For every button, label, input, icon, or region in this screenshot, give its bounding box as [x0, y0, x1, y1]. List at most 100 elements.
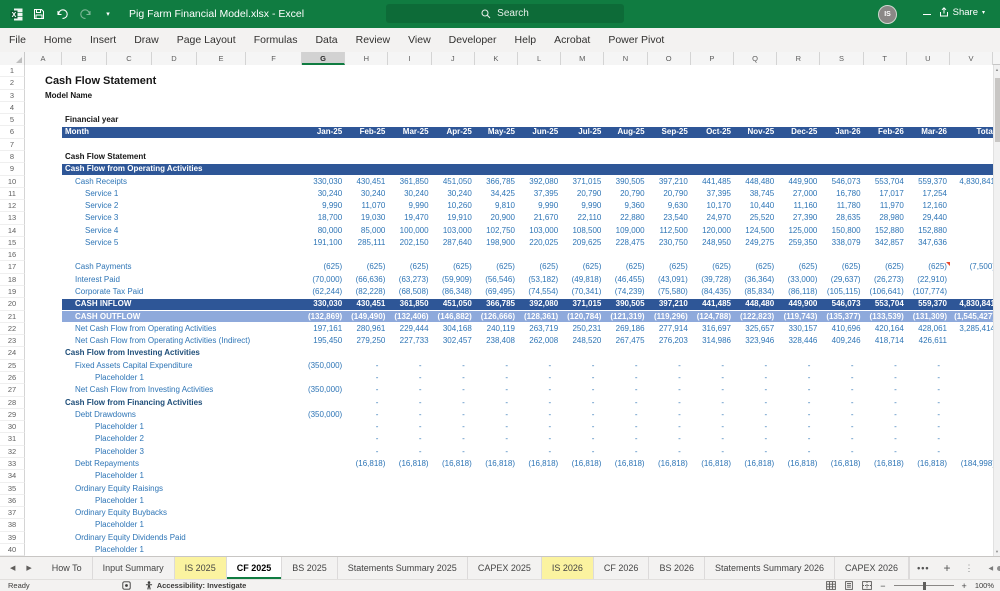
- cell[interactable]: -: [604, 433, 647, 445]
- cell[interactable]: 30,240: [302, 188, 345, 200]
- cell[interactable]: 28,980: [864, 212, 907, 224]
- cell[interactable]: 280,961: [345, 323, 388, 335]
- cell[interactable]: 34,425: [475, 188, 518, 200]
- cell[interactable]: (625): [475, 261, 518, 273]
- cell[interactable]: (120,784): [561, 311, 604, 323]
- row-label[interactable]: Service 3: [85, 212, 118, 224]
- cell[interactable]: -: [561, 446, 604, 458]
- cell[interactable]: 240,119: [475, 323, 518, 335]
- cell[interactable]: -: [820, 433, 863, 445]
- column-header-V[interactable]: V: [950, 52, 993, 65]
- row-header-26[interactable]: 26: [0, 372, 25, 384]
- cell[interactable]: (62,244): [302, 286, 345, 298]
- row-header-12[interactable]: 12: [0, 200, 25, 212]
- cell[interactable]: (625): [864, 261, 907, 273]
- cell[interactable]: 397,210: [648, 298, 691, 310]
- row-label[interactable]: Corporate Tax Paid: [75, 286, 143, 298]
- row-header-29[interactable]: 29: [0, 409, 25, 421]
- macro-record-icon[interactable]: [122, 581, 131, 590]
- cell[interactable]: -: [777, 384, 820, 396]
- cell[interactable]: -: [604, 384, 647, 396]
- cell[interactable]: -: [345, 421, 388, 433]
- row-label[interactable]: Ordinary Equity Raisings: [75, 483, 163, 495]
- cell[interactable]: (16,818): [864, 458, 907, 470]
- cell[interactable]: 80,000: [302, 225, 345, 237]
- cell[interactable]: 279,250: [345, 335, 388, 347]
- cell[interactable]: -: [432, 397, 475, 409]
- cell[interactable]: -: [648, 397, 691, 409]
- ribbon-tab-view[interactable]: View: [399, 28, 440, 52]
- cell[interactable]: -: [691, 397, 734, 409]
- row-label[interactable]: Service 5: [85, 237, 118, 249]
- cell[interactable]: 263,719: [518, 323, 561, 335]
- cell[interactable]: 125,000: [777, 225, 820, 237]
- cell[interactable]: -: [561, 433, 604, 445]
- cell[interactable]: 409,246: [820, 335, 863, 347]
- row-header-19[interactable]: 19: [0, 286, 25, 298]
- cell[interactable]: -: [907, 372, 950, 384]
- cell[interactable]: 3,285,414: [950, 323, 993, 335]
- cell[interactable]: Nov-25: [734, 126, 777, 138]
- cell[interactable]: Apr-25: [432, 126, 475, 138]
- cell[interactable]: -: [518, 446, 561, 458]
- cell[interactable]: -: [777, 433, 820, 445]
- row-header-18[interactable]: 18: [0, 274, 25, 286]
- row-label[interactable]: Placeholder 1: [95, 372, 144, 384]
- cell[interactable]: 330,030: [302, 176, 345, 188]
- cell[interactable]: -: [388, 421, 431, 433]
- scroll-up-icon[interactable]: ▲: [994, 67, 1000, 72]
- cell[interactable]: -: [734, 397, 777, 409]
- cell[interactable]: 11,970: [864, 200, 907, 212]
- cell[interactable]: May-25: [475, 126, 518, 138]
- cell[interactable]: 102,750: [475, 225, 518, 237]
- cell[interactable]: -: [907, 409, 950, 421]
- cell[interactable]: 191,100: [302, 237, 345, 249]
- cell[interactable]: (33,000): [777, 274, 820, 286]
- cell[interactable]: (36,364): [734, 274, 777, 286]
- cell[interactable]: 12,160: [907, 200, 950, 212]
- cell[interactable]: -: [388, 360, 431, 372]
- cell[interactable]: 397,210: [648, 176, 691, 188]
- cell[interactable]: 19,910: [432, 212, 475, 224]
- cell[interactable]: (7,500): [950, 261, 993, 273]
- cell[interactable]: Feb-26: [864, 126, 907, 138]
- row-label[interactable]: Cash Receipts: [75, 176, 127, 188]
- cell[interactable]: (16,818): [345, 458, 388, 470]
- column-header-A[interactable]: A: [25, 52, 62, 65]
- cell[interactable]: 11,070: [345, 200, 388, 212]
- cell[interactable]: (625): [648, 261, 691, 273]
- undo-icon[interactable]: [55, 7, 69, 21]
- cell[interactable]: 553,704: [864, 298, 907, 310]
- cell[interactable]: 9,990: [388, 200, 431, 212]
- cell[interactable]: 120,000: [691, 225, 734, 237]
- select-all-corner[interactable]: [0, 52, 25, 65]
- cell[interactable]: (53,182): [518, 274, 561, 286]
- cell[interactable]: -: [345, 384, 388, 396]
- cell[interactable]: -: [388, 372, 431, 384]
- cell[interactable]: -: [648, 409, 691, 421]
- cell[interactable]: 103,000: [432, 225, 475, 237]
- cell[interactable]: -: [820, 409, 863, 421]
- cell[interactable]: (119,743): [777, 311, 820, 323]
- sheet-tab-cf-2025[interactable]: CF 2025: [227, 557, 283, 579]
- cell[interactable]: 302,457: [432, 335, 475, 347]
- cell[interactable]: -: [648, 360, 691, 372]
- ribbon-tab-page-layout[interactable]: Page Layout: [168, 28, 245, 52]
- cell[interactable]: Jun-25: [518, 126, 561, 138]
- zoom-slider[interactable]: [894, 585, 954, 586]
- cell[interactable]: 37,395: [518, 188, 561, 200]
- row-label[interactable]: Fixed Assets Capital Expenditure: [75, 360, 192, 372]
- cell[interactable]: 9,990: [518, 200, 561, 212]
- cell[interactable]: 150,800: [820, 225, 863, 237]
- cell[interactable]: (16,818): [388, 458, 431, 470]
- cell[interactable]: (121,319): [604, 311, 647, 323]
- row-label[interactable]: Placeholder 1: [95, 544, 144, 556]
- cell[interactable]: (56,546): [475, 274, 518, 286]
- cell[interactable]: -: [518, 360, 561, 372]
- row-header-39[interactable]: 39: [0, 532, 25, 544]
- cell[interactable]: -: [864, 446, 907, 458]
- column-header-H[interactable]: H: [345, 52, 388, 65]
- cell[interactable]: -: [475, 421, 518, 433]
- row-header-35[interactable]: 35: [0, 483, 25, 495]
- cell[interactable]: 11,780: [820, 200, 863, 212]
